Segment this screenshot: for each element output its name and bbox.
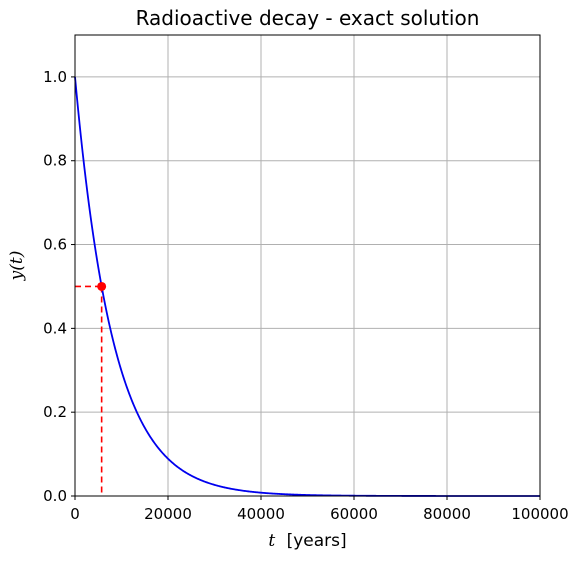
x-axis-variable: t <box>268 531 275 551</box>
y-tick-label: 0.0 <box>43 487 67 505</box>
x-tick-label: 60000 <box>330 505 378 523</box>
y-tick-label: 0.2 <box>43 403 67 421</box>
curve-layer <box>74 76 540 497</box>
x-axis-ticks: 0 20000 40000 60000 80000 100000 <box>70 496 569 523</box>
x-tick-label: 0 <box>70 505 80 523</box>
y-tick-label: 1.0 <box>43 68 67 86</box>
x-tick-label: 80000 <box>423 505 471 523</box>
x-tick-label: 40000 <box>237 505 285 523</box>
y-axis-ticks: 0.0 0.2 0.4 0.6 0.8 1.0 <box>43 68 75 505</box>
y-axis-label: y(t) <box>7 251 27 282</box>
marker-layer <box>97 281 107 291</box>
decay-curve <box>74 76 540 497</box>
y-axis-variable: y(t) <box>7 251 27 282</box>
x-tick-label: 20000 <box>144 505 192 523</box>
x-axis-unit: [years] <box>287 531 347 551</box>
plot-frame <box>74 34 541 497</box>
half-life-point <box>97 281 107 291</box>
chart-title: Radioactive decay - exact solution <box>136 6 480 30</box>
y-tick-label: 0.8 <box>43 152 67 170</box>
y-tick-label: 0.4 <box>43 319 67 337</box>
y-tick-label: 0.6 <box>43 236 67 254</box>
half-life-reference-lines <box>75 285 103 496</box>
x-tick-label: 100000 <box>511 505 568 523</box>
x-axis-label: t [years] <box>268 531 346 551</box>
